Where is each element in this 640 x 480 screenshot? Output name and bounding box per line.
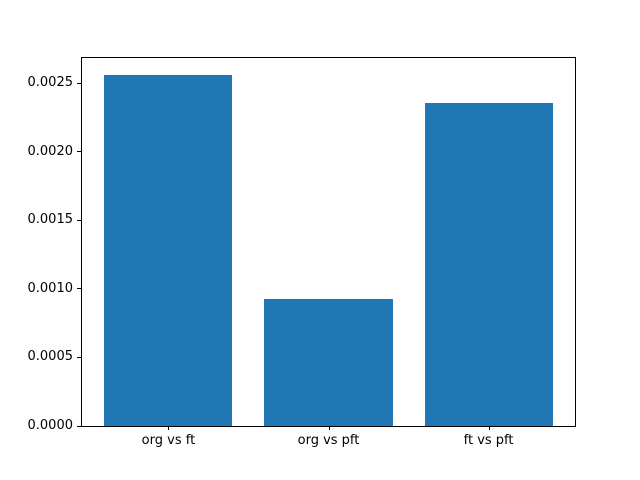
plot-area: org vs ft org vs pft ft vs pft 0.0000 0.0005… bbox=[28, 57, 576, 448]
x-tick-mark bbox=[168, 426, 170, 430]
x-tick-label: org vs ft bbox=[141, 433, 196, 448]
y-tick-label: 0.0025 bbox=[27, 75, 74, 91]
y-tick-label: 0.0000 bbox=[27, 418, 74, 433]
y-tick-label: 0.0020 bbox=[27, 143, 74, 159]
x-tick-label: ft vs pft bbox=[463, 433, 514, 448]
bar-org-vs-ft bbox=[104, 75, 233, 426]
bar-ft-vs-pft bbox=[424, 102, 553, 426]
y-tick-mark bbox=[77, 288, 81, 290]
y-tick-label: 0.0005 bbox=[27, 349, 74, 365]
y-tick-label: 0.0010 bbox=[27, 280, 74, 296]
y-tick-mark bbox=[77, 356, 81, 358]
y-tick-mark bbox=[77, 82, 81, 84]
bar-org-vs-pft bbox=[264, 298, 393, 426]
y-tick-mark bbox=[77, 151, 81, 153]
x-tick-label: org vs pft bbox=[297, 433, 360, 448]
y-tick-mark bbox=[77, 425, 81, 427]
x-tick-mark bbox=[328, 426, 330, 430]
y-tick-mark bbox=[77, 219, 81, 221]
x-tick-mark bbox=[488, 426, 490, 430]
y-tick-label: 0.0015 bbox=[27, 212, 74, 228]
